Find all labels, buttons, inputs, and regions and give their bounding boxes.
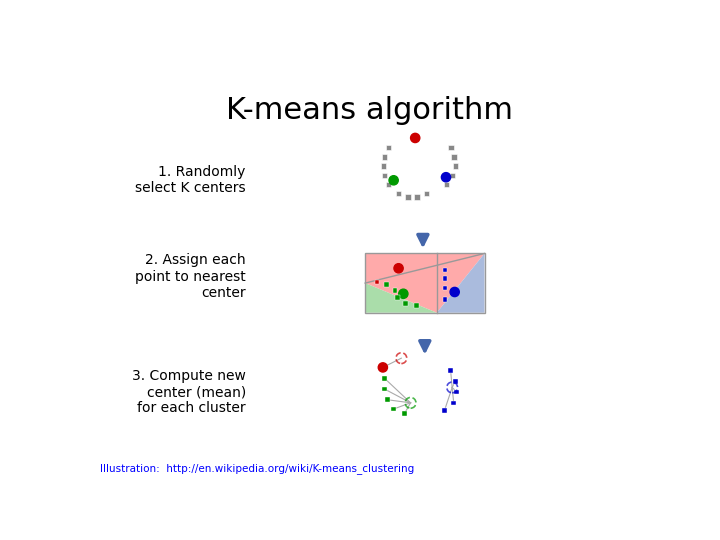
Bar — [381, 164, 386, 168]
Bar — [449, 368, 453, 373]
Bar — [382, 173, 387, 178]
Bar — [403, 301, 408, 306]
Polygon shape — [365, 253, 485, 313]
Bar — [392, 407, 396, 411]
Text: 1. Randomly
select K centers: 1. Randomly select K centers — [135, 165, 246, 195]
Bar — [415, 194, 420, 200]
Circle shape — [394, 264, 403, 273]
Bar — [443, 298, 447, 302]
Circle shape — [450, 287, 459, 296]
Bar — [382, 387, 387, 392]
Bar — [453, 164, 459, 168]
Bar — [423, 191, 429, 197]
Bar — [451, 154, 456, 159]
Bar — [382, 376, 387, 381]
Circle shape — [441, 173, 451, 182]
Bar — [386, 182, 392, 187]
Bar — [365, 253, 485, 313]
Text: Illustration:  http://en.wikipedia.org/wiki/K-means_clustering: Illustration: http://en.wikipedia.org/wi… — [99, 463, 414, 475]
Text: K-means algorithm: K-means algorithm — [225, 96, 513, 125]
Bar — [444, 182, 449, 187]
Bar — [450, 173, 455, 178]
Bar — [375, 280, 379, 284]
Bar — [443, 276, 447, 281]
Bar — [384, 282, 389, 287]
Bar — [385, 397, 390, 402]
Polygon shape — [437, 253, 485, 313]
Circle shape — [410, 133, 420, 143]
Bar — [402, 411, 407, 416]
Bar — [453, 379, 457, 383]
Bar — [443, 286, 447, 290]
Bar — [395, 295, 400, 300]
Text: 2. Assign each
point to nearest
center: 2. Assign each point to nearest center — [135, 253, 246, 300]
Bar — [454, 390, 459, 394]
Bar — [392, 288, 397, 293]
Circle shape — [389, 176, 398, 185]
Text: 3. Compute new
center (mean)
for each cluster: 3. Compute new center (mean) for each cl… — [132, 369, 246, 415]
Circle shape — [378, 363, 387, 372]
Bar — [405, 194, 410, 200]
Bar — [414, 303, 419, 308]
Bar — [396, 191, 401, 197]
Circle shape — [399, 289, 408, 299]
Bar — [451, 401, 456, 405]
Bar — [443, 268, 447, 272]
Bar — [386, 145, 392, 150]
Bar — [382, 154, 387, 159]
Bar — [449, 145, 454, 150]
Polygon shape — [365, 283, 437, 313]
Bar — [442, 408, 447, 413]
